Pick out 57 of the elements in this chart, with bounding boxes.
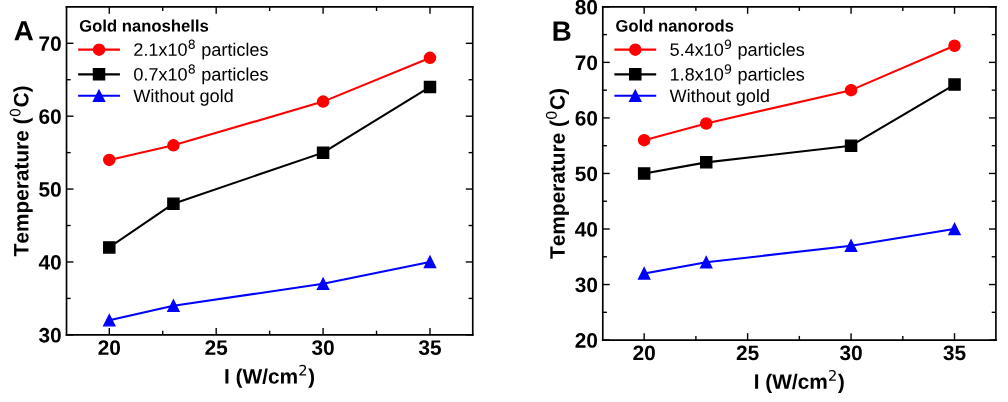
point — [637, 133, 651, 147]
x-tick-label: 30 — [311, 340, 334, 356]
point — [844, 139, 858, 152]
point — [316, 277, 330, 291]
point — [948, 78, 961, 91]
point — [637, 167, 651, 180]
point — [948, 222, 961, 236]
point — [699, 256, 713, 269]
point — [948, 39, 961, 52]
y-tick-label: 70 — [39, 36, 61, 52]
point — [423, 80, 437, 94]
point — [103, 314, 116, 327]
point — [167, 197, 180, 210]
x-tick-label: 35 — [418, 340, 441, 356]
point — [844, 83, 858, 97]
y-tick-label: 40 — [38, 254, 61, 270]
x-tick-label: 20 — [633, 345, 655, 361]
y-tick-label: 60 — [575, 110, 598, 126]
y-tick-label: 30 — [38, 327, 61, 343]
y-tick-label: 80 — [575, 0, 598, 15]
point — [167, 299, 180, 312]
legend-label: 5.4x10$^{9}$ particles — [670, 39, 805, 60]
y-tick-label: 60 — [39, 109, 61, 124]
x-axis-title: I (W/cm$^{2}$) — [755, 369, 844, 394]
legend-title: Gold nanorods — [616, 19, 734, 32]
point — [699, 117, 713, 130]
point — [637, 267, 651, 280]
text: B — [553, 21, 571, 41]
legend-label: Without gold — [133, 89, 233, 106]
point — [423, 255, 437, 269]
y-tick-label: 30 — [575, 277, 598, 293]
point — [844, 239, 858, 252]
x-tick-label: 25 — [736, 345, 759, 361]
y-tick-label: 50 — [39, 182, 61, 197]
x-tick-label: 25 — [205, 340, 228, 356]
point — [316, 95, 330, 108]
legend-label: 0.7x10$^{8}$ particles — [134, 64, 268, 85]
y-axis-title: Temperature ($^{0}$C) — [545, 89, 569, 259]
legend-label: Without gold — [669, 89, 769, 106]
point — [167, 139, 180, 152]
legend-title: Gold nanoshells — [79, 19, 209, 32]
legend-label: 1.8x10$^{9}$ particles — [670, 64, 805, 85]
point — [103, 153, 116, 167]
point — [423, 51, 437, 65]
x-axis-title: I (W/cm$^{2}$) — [225, 364, 315, 388]
point — [316, 146, 330, 159]
y-tick-label: 40 — [575, 222, 598, 237]
point — [699, 156, 713, 169]
x-tick-label: 20 — [98, 340, 121, 356]
y-tick-label: 70 — [575, 55, 598, 71]
y-tick-label: 50 — [575, 166, 598, 182]
y-axis-title: Temperature ($^{0}$C) — [9, 86, 33, 257]
x-tick-label: 35 — [943, 345, 966, 361]
x-tick-label: 30 — [839, 345, 862, 361]
text: A — [14, 21, 34, 41]
legend-label: 2.1x10$^{8}$ particles — [134, 39, 268, 60]
point — [103, 241, 116, 254]
